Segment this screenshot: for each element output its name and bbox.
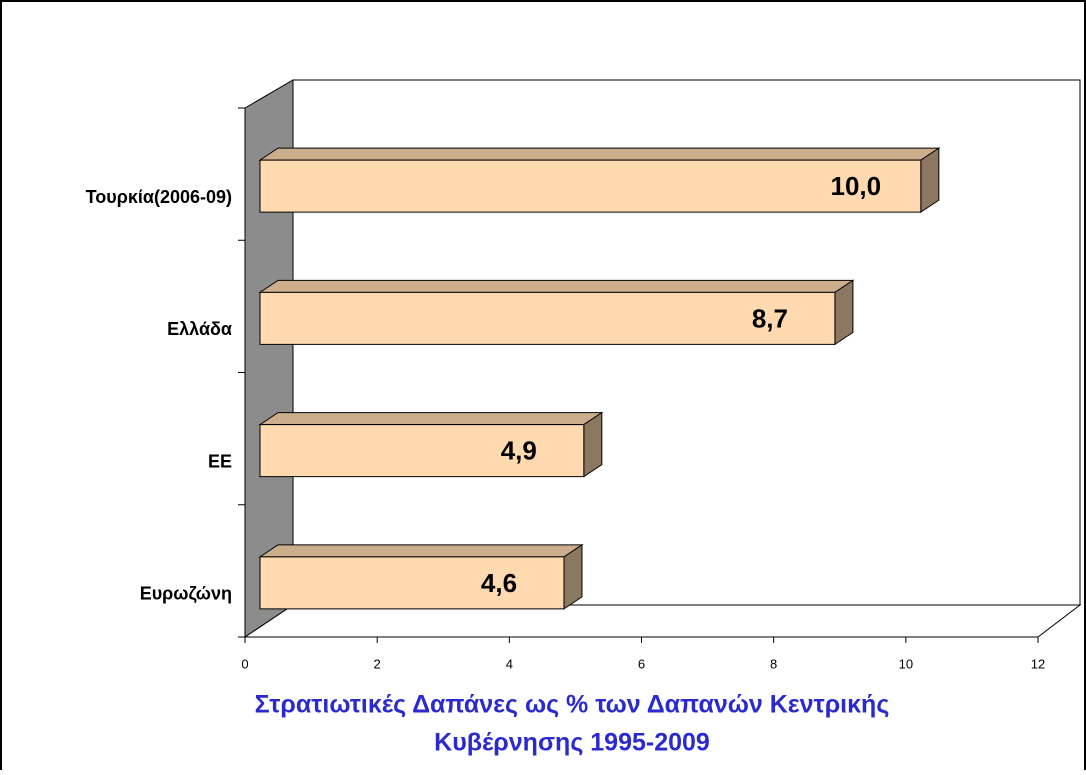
x-tick-label: 4 — [506, 656, 513, 671]
x-tick-label: 12 — [1031, 656, 1045, 671]
x-tick-label: 10 — [899, 656, 913, 671]
data-label: 4,6 — [481, 568, 517, 598]
chart-title: Κυβέρνησης 1995-2009 — [434, 729, 710, 757]
x-tick-label: 6 — [638, 656, 645, 671]
bar-top — [258, 412, 604, 426]
x-tick-label: 0 — [241, 656, 248, 671]
floor — [243, 604, 1082, 638]
x-tick-label: 2 — [374, 656, 381, 671]
x-tick-label: 8 — [770, 656, 777, 671]
category-label: Ευρωζώνη — [140, 584, 232, 605]
bar-side — [583, 411, 603, 478]
category-label: Ελλάδα — [167, 319, 232, 339]
data-label: 4,9 — [501, 436, 537, 466]
data-label: 8,7 — [752, 303, 788, 333]
bar-side — [563, 543, 583, 610]
bar — [259, 159, 922, 213]
bar-top — [258, 147, 941, 161]
category-label: ΕΕ — [208, 451, 232, 471]
bar-side — [920, 147, 940, 214]
bar-top — [258, 544, 584, 558]
bar-top — [258, 279, 855, 293]
bar — [259, 556, 565, 610]
bar — [259, 424, 585, 478]
bar — [259, 291, 836, 345]
category-label: Τουρκία(2006-09) — [86, 187, 232, 207]
data-label: 10,0 — [831, 171, 882, 201]
bar-side — [834, 279, 854, 346]
chart-title: Στρατιωτικές Δαπάνες ως % των Δαπανών Κε… — [255, 691, 890, 719]
